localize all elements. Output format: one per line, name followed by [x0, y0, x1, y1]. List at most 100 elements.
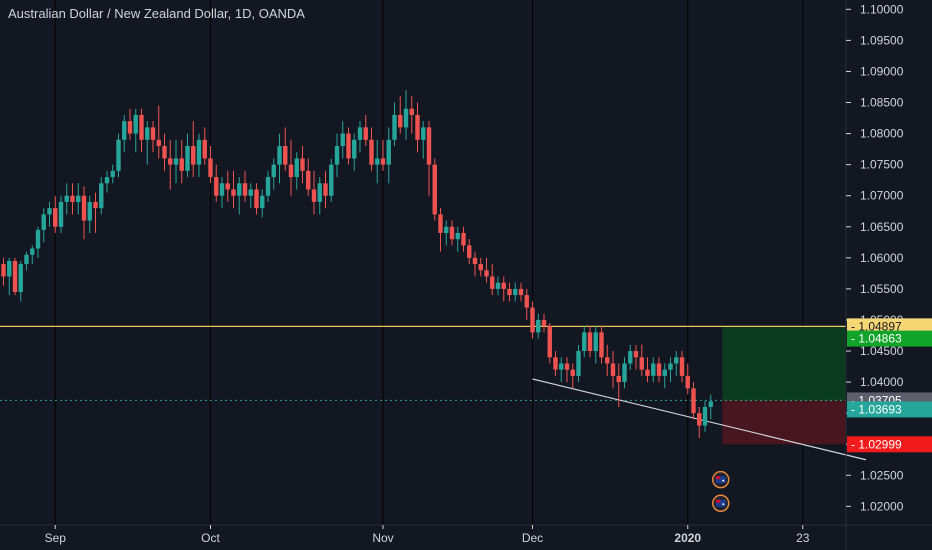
candle-body — [288, 164, 294, 178]
x-tick-label: 23 — [796, 531, 810, 545]
candle — [576, 344, 581, 383]
candle-body — [559, 363, 564, 370]
candle-body — [610, 363, 616, 376]
candle-body — [553, 357, 558, 370]
candle-body — [265, 177, 271, 196]
candle-body — [53, 208, 58, 227]
candle-body — [415, 114, 420, 140]
price-tag-label: - 1.04863 — [851, 332, 902, 346]
candle-body — [18, 264, 23, 293]
candle — [478, 257, 483, 277]
candle — [133, 108, 138, 153]
candle-body — [380, 158, 386, 165]
candle — [461, 226, 466, 252]
candle — [455, 226, 460, 252]
candle — [662, 363, 667, 389]
flag-union — [715, 476, 721, 480]
candle — [495, 276, 501, 296]
candle-body — [633, 351, 639, 358]
candle — [288, 139, 294, 196]
candle-body — [306, 170, 311, 190]
candle — [403, 90, 409, 140]
candle — [237, 177, 242, 215]
candle-body — [150, 127, 156, 140]
candle-body — [432, 164, 437, 215]
candle — [185, 133, 190, 178]
candle-body — [582, 332, 587, 352]
x-tick-label: Dec — [522, 531, 543, 545]
candle — [363, 114, 368, 147]
candle-body — [179, 158, 184, 171]
price-tag-label: - 1.02999 — [851, 437, 902, 451]
candle — [587, 326, 593, 358]
candle — [639, 344, 644, 376]
candle-body — [369, 139, 374, 165]
candle — [484, 257, 489, 283]
candle-body — [386, 139, 391, 165]
candle — [691, 382, 696, 420]
candle-body — [518, 288, 524, 296]
candle — [260, 189, 265, 218]
candle — [99, 177, 104, 215]
candle — [599, 326, 604, 364]
candle-body — [173, 158, 179, 165]
candle-body — [346, 133, 351, 159]
candle — [30, 245, 35, 265]
candle — [191, 121, 196, 178]
candle — [415, 102, 420, 153]
candle — [541, 313, 547, 333]
candle-body — [679, 357, 685, 376]
candle — [162, 133, 167, 171]
y-tick-label: 1.10000 — [860, 2, 904, 16]
candle-body — [24, 254, 29, 265]
candles — [1, 90, 713, 439]
candle-body — [225, 183, 230, 190]
candle — [104, 170, 110, 193]
candle-body — [231, 189, 236, 196]
candle — [306, 158, 311, 196]
candle-body — [645, 369, 650, 376]
candle — [553, 351, 558, 376]
price-tag: - 1.04897 — [847, 318, 932, 335]
candle — [536, 313, 541, 339]
candle-body — [375, 158, 380, 165]
candle — [645, 357, 650, 383]
candle-body — [127, 121, 133, 134]
candle-body — [495, 282, 501, 289]
candle-body — [357, 127, 363, 140]
candle — [490, 264, 495, 296]
y-tick-label: 1.05500 — [860, 282, 904, 296]
candle-body — [398, 114, 403, 128]
candle — [668, 357, 673, 383]
candle-body — [478, 264, 483, 271]
x-tick-label: 2020 — [674, 531, 701, 545]
y-tick-label: 1.08500 — [860, 96, 904, 110]
chart-title: Australian Dollar / New Zealand Dollar, … — [8, 6, 305, 21]
candle-body — [674, 357, 679, 364]
candle-body — [168, 158, 173, 165]
candle-body — [214, 177, 219, 196]
candle-body — [484, 270, 489, 277]
candle-body — [7, 260, 12, 277]
candle-body — [311, 189, 317, 202]
candle-body — [237, 183, 242, 196]
candle — [93, 192, 98, 233]
candle — [702, 400, 708, 432]
candle — [346, 127, 351, 165]
candle-body — [254, 189, 259, 209]
candle-body — [426, 127, 432, 165]
candle — [58, 195, 64, 233]
candle-body — [64, 195, 69, 202]
candle-body — [570, 369, 575, 376]
candle-body — [599, 332, 604, 358]
candle-body — [116, 139, 121, 171]
candle-body — [162, 146, 167, 159]
candle — [329, 158, 334, 202]
candle — [12, 257, 18, 296]
candle-body — [185, 146, 190, 171]
candle-body — [104, 177, 110, 184]
price-tag: - 1.03693 — [847, 401, 932, 418]
candle-body — [93, 201, 98, 209]
y-tick-label: 1.07500 — [860, 158, 904, 172]
